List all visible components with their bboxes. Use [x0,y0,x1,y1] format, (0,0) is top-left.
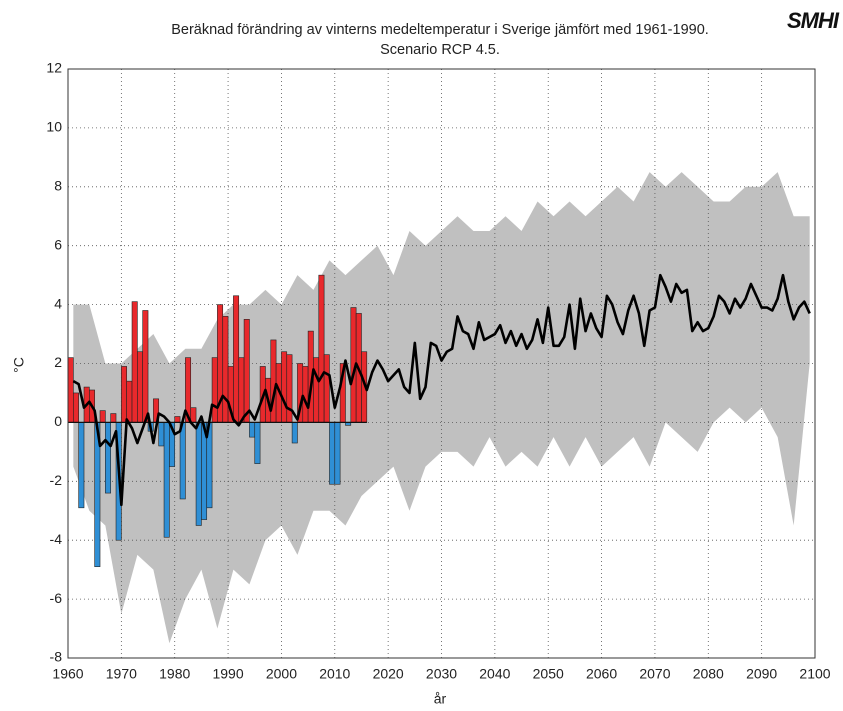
bar [334,422,341,485]
y-tick-label: -8 [50,649,63,665]
x-tick-label: 2020 [373,666,404,682]
range-band [73,172,810,644]
y-tick-label: 10 [46,119,62,135]
x-tick-label: 2090 [746,666,777,682]
bar [174,416,181,423]
bar [99,410,106,423]
bar [222,316,229,423]
y-tick-label: 2 [54,354,62,370]
bar [243,319,250,423]
x-tick-label: 2080 [693,666,724,682]
bar [281,351,288,423]
x-tick-label: 2000 [266,666,297,682]
x-tick-label: 1980 [159,666,190,682]
x-tick-label: 2030 [426,666,457,682]
x-tick-label: 2070 [639,666,670,682]
y-axis-label: °C [11,357,27,373]
y-tick-label: 0 [54,413,62,429]
x-axis-label: år [434,691,447,707]
y-tick-label: 12 [46,60,62,76]
x-tick-label: 2060 [586,666,617,682]
logo: SMHI [787,8,840,33]
y-tick-label: -4 [50,531,63,547]
x-tick-label: 2050 [533,666,564,682]
chart-title: Beräknad förändring av vinterns medeltem… [171,22,709,38]
bar [249,422,256,438]
bar [131,301,138,423]
bar [121,366,127,423]
bar [291,422,298,444]
bar [110,413,117,423]
bar [78,422,85,509]
bar [163,422,170,538]
plot-frame [67,68,816,659]
bar [158,422,165,447]
plot-area [67,68,816,659]
x-tick-label: 2040 [479,666,510,682]
x-tick-label: 1960 [52,666,83,682]
bar [329,422,336,485]
bar [323,354,330,423]
y-tick-label: 8 [54,178,62,194]
bar [318,274,325,423]
y-tick-label: -2 [50,472,63,488]
y-tick-label: 4 [54,295,62,311]
bar [211,357,218,423]
bar [286,354,293,423]
y-tick-label: -6 [50,590,63,606]
bar [233,295,240,423]
chart-subtitle: Scenario RCP 4.5. [380,42,500,58]
bar [105,422,111,494]
bar [137,351,144,423]
bar [238,357,245,423]
x-tick-label: 2100 [799,666,830,682]
bar [302,366,309,423]
x-tick-label: 1990 [212,666,243,682]
bar [73,392,79,423]
bar [142,310,149,423]
bar [313,357,320,423]
mean-line [72,273,811,507]
x-tick-label: 2010 [319,666,350,682]
bar [126,380,133,423]
bar [254,422,261,464]
bar [195,422,202,526]
x-tick-label: 1970 [106,666,137,682]
bar [67,357,74,423]
bar [190,407,197,423]
y-tick-label: 6 [54,236,62,252]
bar [179,422,186,500]
